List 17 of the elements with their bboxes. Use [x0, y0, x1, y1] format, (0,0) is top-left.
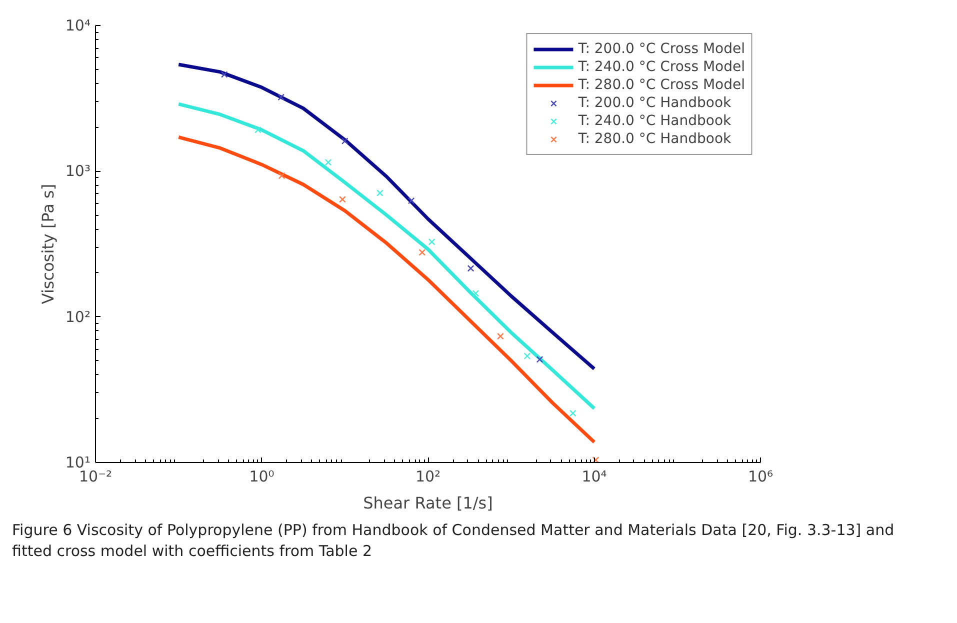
y-axis-title: Viscosity [Pa s]: [38, 184, 58, 304]
legend-label: T: 240.0 °C Cross Model: [578, 58, 745, 76]
legend-label: T: 280.0 °C Cross Model: [578, 76, 745, 94]
legend-label: T: 240.0 °C Handbook: [578, 112, 732, 130]
legend-label: T: 200.0 °C Cross Model: [578, 40, 745, 58]
y-tick-label: 10⁴: [65, 16, 91, 34]
y-tick-label: 10²: [65, 308, 91, 326]
x-axis-title: Shear Rate [1/s]: [363, 494, 493, 512]
line-series: [176, 62, 596, 371]
legend-label: T: 280.0 °C Handbook: [578, 130, 732, 148]
x-tick-label: 10⁴: [582, 468, 607, 486]
x-tick-label: 10²: [415, 468, 441, 486]
caption: Figure 6 Viscosity of Polypropylene (PP) from Handbook of Condensed Matter and Materials Data [20, Fig. 3.3-13] and fitted cross model with coefficients from Table 2: [12, 520, 896, 562]
y-tick-label: 10³: [65, 162, 91, 180]
legend-label: T: 200.0 °C Handbook: [578, 94, 732, 112]
x-tick-label: 10⁶: [748, 468, 774, 486]
x-tick-label: 10⁰: [249, 468, 274, 486]
